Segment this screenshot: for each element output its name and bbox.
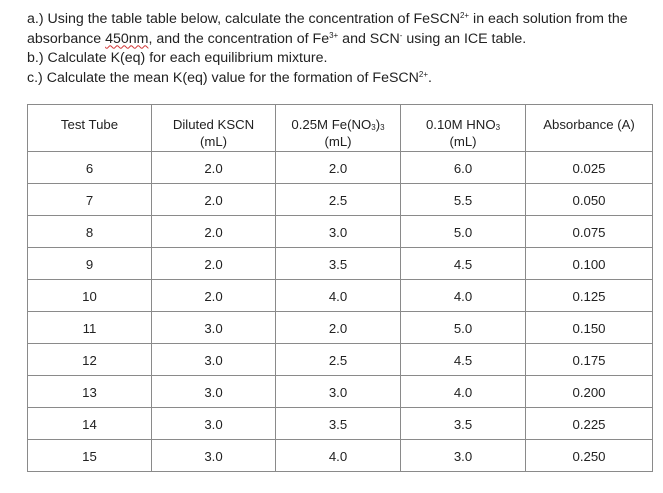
table-row: 7 2.0 2.5 5.5 0.050 — [27, 183, 653, 216]
table-row: 6 2.0 2.0 6.0 0.025 — [27, 151, 653, 184]
cell-absorbance: 0.250 — [525, 439, 653, 472]
cell-hno3: 5.0 — [400, 215, 526, 248]
superscript: 2+ — [418, 69, 429, 79]
cell-hno3: 4.0 — [400, 279, 526, 312]
cell-test-tube: 6 — [27, 151, 152, 184]
table-row: 13 3.0 3.0 4.0 0.200 — [27, 375, 653, 408]
cell-test-tube: 14 — [27, 407, 152, 440]
instruction-c: c.) Calculate the mean K(eq) value for t… — [27, 69, 432, 86]
cell-test-tube: 10 — [27, 279, 152, 312]
cell-fe-no3: 2.5 — [275, 183, 401, 216]
cell-test-tube: 7 — [27, 183, 152, 216]
header-fe-no3: 0.25M Fe(NO3)3 (mL) — [275, 104, 401, 152]
cell-fe-no3: 3.5 — [275, 247, 401, 280]
spellcheck-flagged-word[interactable]: 450nm — [105, 30, 149, 47]
cell-hno3: 4.0 — [400, 375, 526, 408]
header-hno3: 0.10M HNO3 (mL) — [400, 104, 526, 152]
cell-hno3: 3.0 — [400, 439, 526, 472]
cell-kscn: 3.0 — [151, 375, 276, 408]
instruction-a-continued: absorbance 450nm, and the concentration … — [27, 30, 527, 47]
cell-fe-no3: 4.0 — [275, 439, 401, 472]
cell-hno3: 6.0 — [400, 151, 526, 184]
table-row: 10 2.0 4.0 4.0 0.125 — [27, 279, 653, 312]
cell-kscn: 3.0 — [151, 311, 276, 344]
cell-kscn: 2.0 — [151, 247, 276, 280]
cell-fe-no3: 2.5 — [275, 343, 401, 376]
cell-kscn: 2.0 — [151, 183, 276, 216]
cell-absorbance: 0.125 — [525, 279, 653, 312]
cell-test-tube: 8 — [27, 215, 152, 248]
cell-kscn: 2.0 — [151, 279, 276, 312]
header-diluted-kscn: Diluted KSCN (mL) — [151, 104, 276, 152]
cell-absorbance: 0.200 — [525, 375, 653, 408]
cell-absorbance: 0.150 — [525, 311, 653, 344]
cell-absorbance: 0.175 — [525, 343, 653, 376]
superscript: 3+ — [329, 30, 339, 40]
cell-test-tube: 15 — [27, 439, 152, 472]
superscript: 2+ — [459, 11, 470, 20]
table-row: 15 3.0 4.0 3.0 0.250 — [27, 439, 653, 472]
cell-kscn: 3.0 — [151, 407, 276, 440]
cell-test-tube: 9 — [27, 247, 152, 280]
cell-absorbance: 0.100 — [525, 247, 653, 280]
cell-hno3: 4.5 — [400, 343, 526, 376]
cell-absorbance: 0.050 — [525, 183, 653, 216]
cell-kscn: 3.0 — [151, 343, 276, 376]
cell-absorbance: 0.225 — [525, 407, 653, 440]
cell-test-tube: 11 — [27, 311, 152, 344]
table-row: 11 3.0 2.0 5.0 0.150 — [27, 311, 653, 344]
cell-kscn: 3.0 — [151, 439, 276, 472]
table-row: 14 3.0 3.5 3.5 0.225 — [27, 407, 653, 440]
table-row: 12 3.0 2.5 4.5 0.175 — [27, 343, 653, 376]
cell-kscn: 2.0 — [151, 215, 276, 248]
header-absorbance: Absorbance (A) — [525, 104, 653, 152]
cell-fe-no3: 2.0 — [275, 151, 401, 184]
superscript: - — [399, 30, 403, 40]
header-test-tube: Test Tube — [27, 104, 152, 152]
table-body: 6 2.0 2.0 6.0 0.025 7 2.0 2.5 5.5 0.050 8 2.0 3.0 5.0… — [27, 151, 653, 472]
table-row: 8 2.0 3.0 5.0 0.075 — [27, 215, 653, 248]
cell-absorbance: 0.025 — [525, 151, 653, 184]
cell-hno3: 5.0 — [400, 311, 526, 344]
instruction-a: a.) Using the table table below, calcula… — [27, 11, 628, 27]
cell-absorbance: 0.075 — [525, 215, 653, 248]
cell-fe-no3: 4.0 — [275, 279, 401, 312]
cell-kscn: 2.0 — [151, 151, 276, 184]
cell-fe-no3: 2.0 — [275, 311, 401, 344]
table-row: 9 2.0 3.5 4.5 0.100 — [27, 247, 653, 280]
cell-test-tube: 13 — [27, 375, 152, 408]
instructions: a.) Using the table table below, calcula… — [27, 10, 657, 88]
data-table: Test Tube Diluted KSCN (mL) 0.25M Fe(NO3… — [27, 104, 653, 472]
instruction-b: b.) Calculate K(eq) for each equilibrium… — [27, 50, 328, 66]
cell-test-tube: 12 — [27, 343, 152, 376]
cell-hno3: 4.5 — [400, 247, 526, 280]
cell-fe-no3: 3.0 — [275, 375, 401, 408]
cell-hno3: 5.5 — [400, 183, 526, 216]
cell-hno3: 3.5 — [400, 407, 526, 440]
cell-fe-no3: 3.0 — [275, 215, 401, 248]
table-header-row: Test Tube Diluted KSCN (mL) 0.25M Fe(NO3… — [27, 104, 653, 152]
cell-fe-no3: 3.5 — [275, 407, 401, 440]
